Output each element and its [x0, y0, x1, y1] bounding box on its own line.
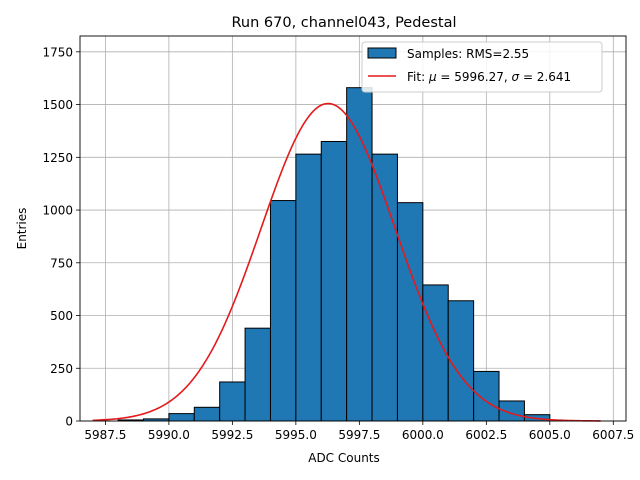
histogram-bar	[168, 413, 195, 422]
histogram-bar	[422, 284, 449, 422]
histogram-bar	[219, 381, 246, 422]
y-tick-label: 250	[50, 362, 73, 376]
histogram-bar	[269, 200, 297, 422]
legend-histogram-label: Samples: RMS=2.55	[407, 47, 529, 61]
y-tick-label: 1500	[42, 98, 73, 112]
histogram-bar	[473, 370, 500, 422]
gaussian-fit-curve	[92, 102, 601, 422]
x-axis-label: ADC Counts	[308, 451, 380, 465]
x-axis-ticks: 5987.5 5990.0 5992.5 5995.0 5997.5 6000.0 6002…	[84, 421, 634, 442]
histogram-bar	[295, 153, 322, 422]
x-tick-label: 6000.0	[402, 428, 444, 442]
y-axis-ticks: 0 250 500 750 1000 1250 1500 1750	[42, 45, 80, 429]
legend-histogram-swatch	[367, 47, 397, 59]
y-tick-label: 1250	[42, 151, 73, 165]
histogram-bar	[244, 327, 271, 422]
histogram-bar	[320, 140, 348, 422]
y-axis-label: Entries	[15, 208, 29, 250]
y-tick-label: 500	[50, 309, 73, 323]
histogram-bar	[193, 406, 221, 422]
legend-box	[361, 41, 603, 93]
x-tick-label: 6007.5	[592, 428, 634, 442]
x-tick-label: 6005.0	[529, 428, 571, 442]
x-tick-label: 5987.5	[84, 428, 126, 442]
x-tick-label: 5992.5	[211, 428, 253, 442]
plot-frame	[79, 35, 627, 422]
y-tick-label: 1750	[42, 45, 73, 59]
histogram-bars	[117, 87, 551, 422]
legend-fit-label: Fit: μ = 5996.27, σ = 2.641	[407, 70, 571, 84]
histogram-bar	[371, 153, 398, 422]
y-tick-label: 1000	[42, 204, 73, 218]
x-tick-label: 6002.5	[465, 428, 507, 442]
chart-title: Run 670, channel043, Pedestal	[231, 15, 456, 31]
legend: Samples: RMS=2.55 Fit: μ = 5996.27, σ = …	[361, 41, 603, 93]
y-tick-label: 0	[65, 415, 73, 429]
x-tick-label: 5990.0	[148, 428, 190, 442]
histogram-bar	[396, 202, 424, 422]
x-tick-label: 5997.5	[338, 428, 380, 442]
x-tick-label: 5995.0	[275, 428, 317, 442]
histogram-bar	[447, 300, 475, 422]
y-tick-label: 750	[50, 256, 73, 270]
